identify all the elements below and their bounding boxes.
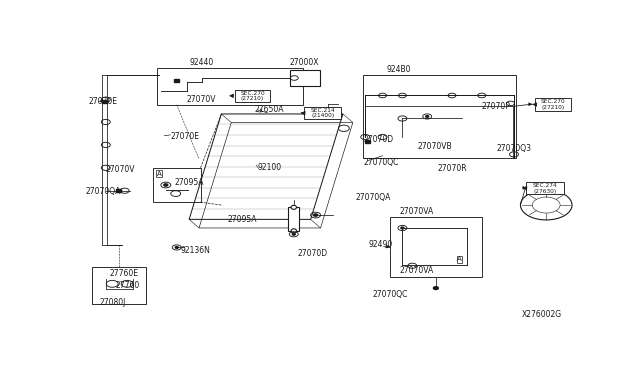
Bar: [235, 90, 271, 102]
Circle shape: [426, 116, 429, 117]
Bar: [365, 140, 370, 143]
Ellipse shape: [291, 229, 296, 233]
Text: 27070D: 27070D: [364, 135, 394, 144]
Circle shape: [433, 287, 438, 289]
Text: 27070QC: 27070QC: [364, 158, 399, 167]
Bar: [157, 68, 303, 105]
Circle shape: [175, 247, 178, 248]
Text: SEC.270
(27210): SEC.270 (27210): [240, 90, 265, 101]
Ellipse shape: [291, 205, 296, 209]
Text: X276002G: X276002G: [522, 310, 561, 319]
Bar: [390, 217, 482, 277]
Text: 27070E: 27070E: [170, 132, 199, 141]
Bar: [92, 267, 146, 304]
Text: 27070QA: 27070QA: [355, 193, 390, 202]
Bar: [116, 189, 121, 192]
Bar: [174, 79, 179, 82]
Bar: [535, 99, 571, 110]
Text: 27070D: 27070D: [297, 248, 328, 258]
Text: 27000X: 27000X: [290, 58, 319, 67]
Text: 27095A: 27095A: [228, 215, 257, 224]
Text: 92440: 92440: [189, 58, 214, 67]
Text: A: A: [457, 256, 462, 263]
Text: 27070P: 27070P: [482, 102, 511, 111]
Bar: [304, 107, 341, 119]
Text: A: A: [157, 170, 162, 177]
Text: 27095A: 27095A: [174, 178, 204, 187]
Text: SEC.270
(27210): SEC.270 (27210): [541, 99, 566, 110]
Text: 27070VA: 27070VA: [400, 266, 434, 275]
Text: 27650A: 27650A: [255, 105, 284, 113]
Text: 27070QC: 27070QC: [372, 290, 408, 299]
Text: 27080J: 27080J: [100, 298, 126, 307]
Circle shape: [401, 227, 404, 229]
Circle shape: [164, 184, 168, 186]
Text: 27070V: 27070V: [187, 95, 216, 104]
Text: 27070VA: 27070VA: [400, 207, 434, 216]
Bar: [154, 168, 200, 202]
Text: 27070E: 27070E: [89, 97, 118, 106]
Text: SEC.274
(27630): SEC.274 (27630): [532, 183, 557, 193]
Text: 27760E: 27760E: [110, 269, 139, 278]
Text: 92490: 92490: [369, 240, 393, 249]
Text: SEC.214
(21400): SEC.214 (21400): [310, 108, 335, 119]
Bar: [290, 70, 319, 86]
Text: 27070V: 27070V: [106, 165, 135, 174]
Bar: [527, 182, 564, 194]
Text: 27070Q3: 27070Q3: [497, 144, 532, 153]
Bar: [363, 75, 516, 158]
Bar: [288, 207, 300, 231]
Text: 27070R: 27070R: [437, 164, 467, 173]
Text: 924B0: 924B0: [387, 65, 411, 74]
Text: 92100: 92100: [257, 163, 282, 172]
Text: 27760: 27760: [116, 281, 140, 290]
Circle shape: [314, 214, 317, 216]
Text: 27070VB: 27070VB: [417, 142, 452, 151]
Bar: [102, 100, 108, 103]
Circle shape: [292, 233, 295, 235]
Text: 27070QA: 27070QA: [86, 187, 122, 196]
Circle shape: [326, 112, 330, 115]
Text: 92136N: 92136N: [180, 246, 210, 255]
